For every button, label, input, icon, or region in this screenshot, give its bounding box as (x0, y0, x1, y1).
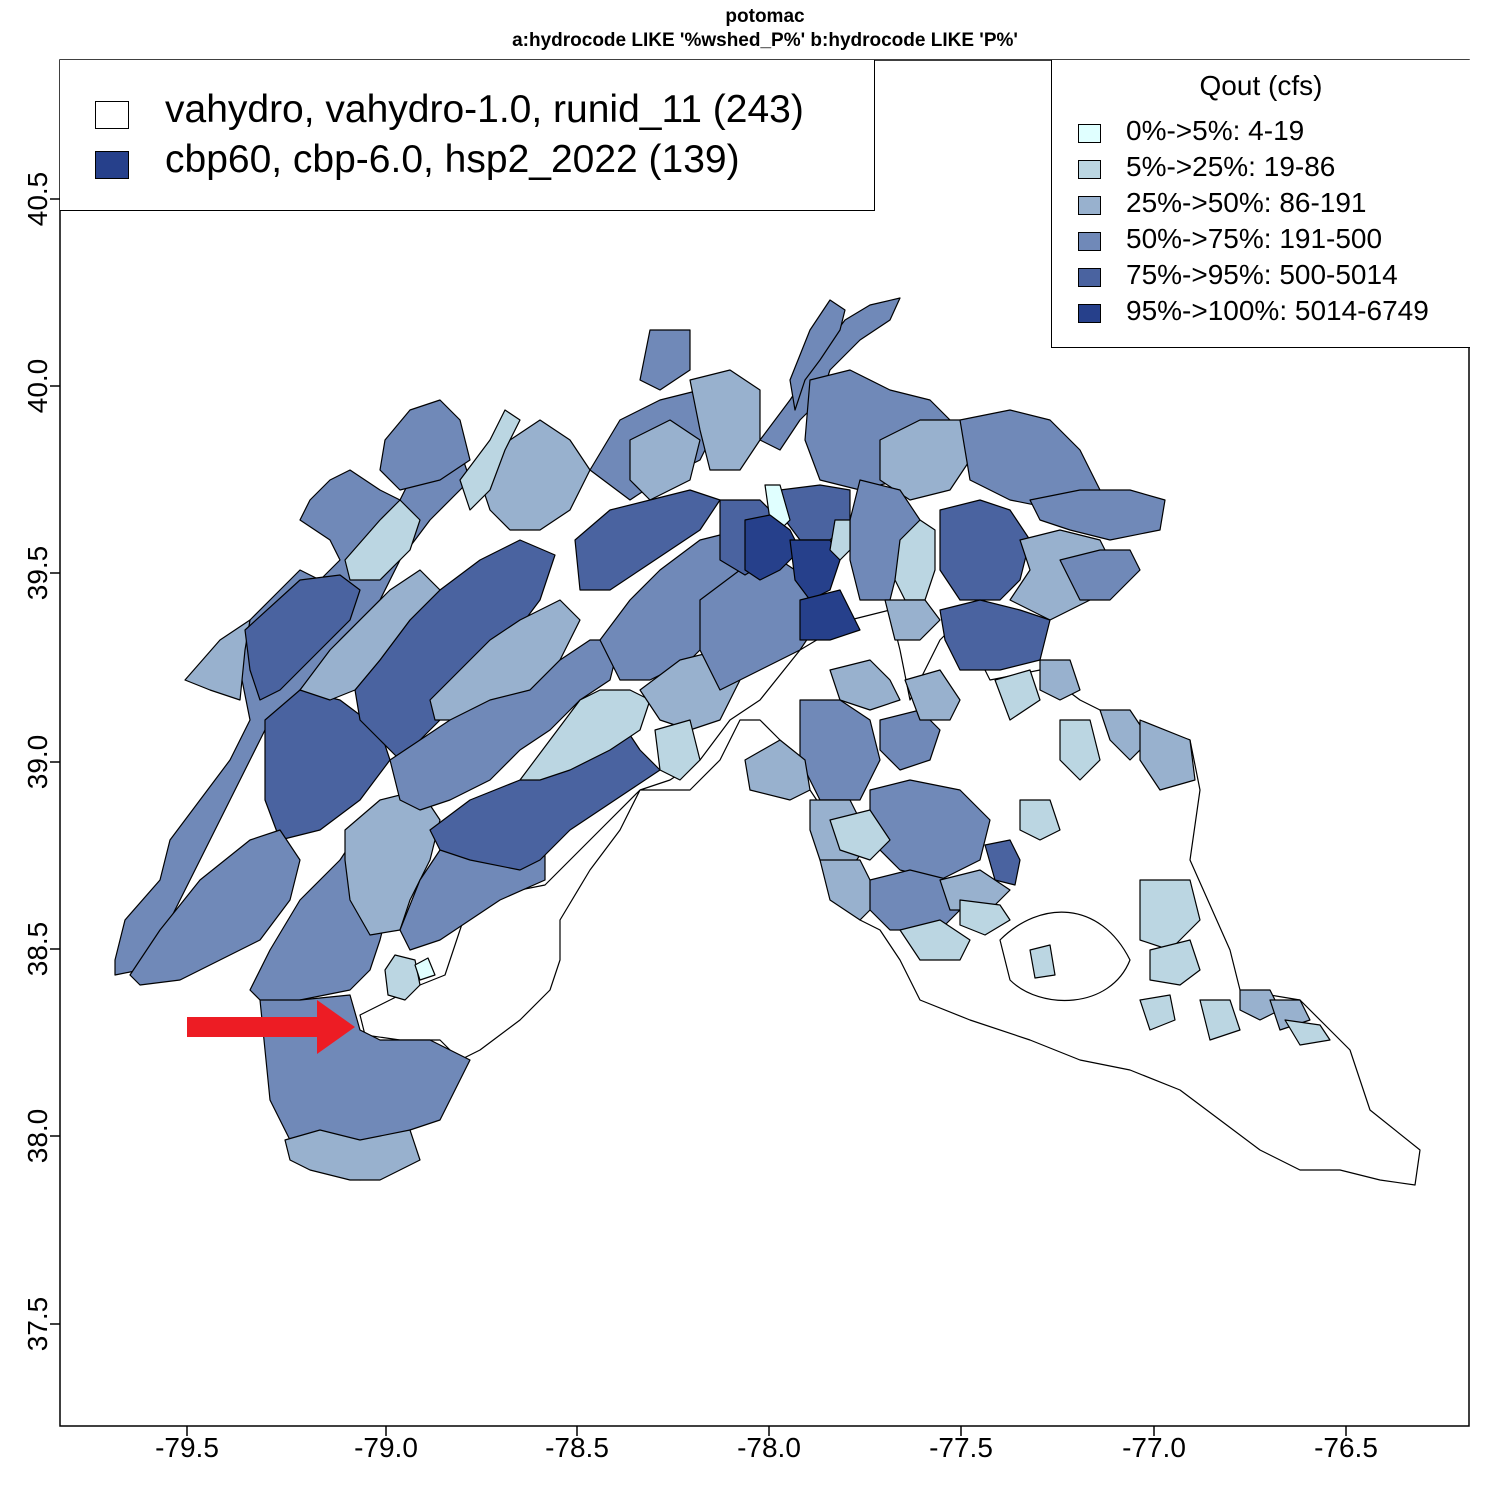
swatch (1078, 304, 1101, 323)
legend-label: 5%->25%: 19-86 (1126, 151, 1336, 182)
y-tick-label: 37.5 (22, 1296, 53, 1352)
x-tick-label: -77.0 (1122, 1432, 1186, 1463)
legend-label: 75%->95%: 500-5014 (1126, 259, 1398, 290)
legend-label: 95%->100%: 5014-6749 (1126, 295, 1429, 326)
swatch (1078, 124, 1101, 143)
legend-label: cbp60, cbp-6.0, hsp2_2022 (139) (165, 138, 740, 181)
legend-title: Qout (cfs) (1199, 70, 1323, 101)
y-tick-label: 38.5 (22, 921, 53, 977)
swatch (1078, 232, 1101, 251)
red-arrow-annotation (187, 1000, 355, 1054)
watershed-polygons (114, 297, 1421, 1186)
swatch (1078, 160, 1101, 179)
swatch-navy (95, 151, 129, 179)
legend-label: 0%->5%: 4-19 (1126, 115, 1305, 146)
swatch-white (95, 101, 129, 129)
swatch (1078, 196, 1101, 215)
legend-label: 50%->75%: 191-500 (1126, 223, 1383, 254)
chart-subtitle: a:hydrocode LIKE '%wshed_P%' b:hydrocode… (512, 30, 1018, 51)
y-tick-label: 39.0 (22, 734, 53, 790)
y-tick-label: 39.5 (22, 545, 53, 601)
x-tick-label: -79.5 (155, 1432, 219, 1463)
x-tick-label: -78.0 (737, 1432, 801, 1463)
x-axis-ticks (186, 1426, 1347, 1436)
legend-label: 25%->50%: 86-191 (1126, 187, 1367, 218)
y-tick-label: 40.0 (22, 358, 53, 414)
legend-qout: Qout (cfs) 0%->5%: 4-19 5%->25%: 19-86 2… (1051, 60, 1470, 348)
x-tick-label: -78.5 (545, 1432, 609, 1463)
x-tick-label: -76.5 (1314, 1432, 1378, 1463)
x-tick-label: -79.0 (354, 1432, 418, 1463)
y-tick-label: 38.0 (22, 1108, 53, 1164)
chart-title: potomac (725, 6, 805, 27)
y-axis-ticks (50, 198, 60, 1325)
legend-models: vahydro, vahydro-1.0, runid_11 (243) cbp… (60, 60, 875, 211)
y-tick-label: 40.5 (22, 171, 53, 227)
swatch (1078, 268, 1101, 287)
x-tick-label: -77.5 (929, 1432, 993, 1463)
legend-label: vahydro, vahydro-1.0, runid_11 (243) (165, 88, 804, 131)
